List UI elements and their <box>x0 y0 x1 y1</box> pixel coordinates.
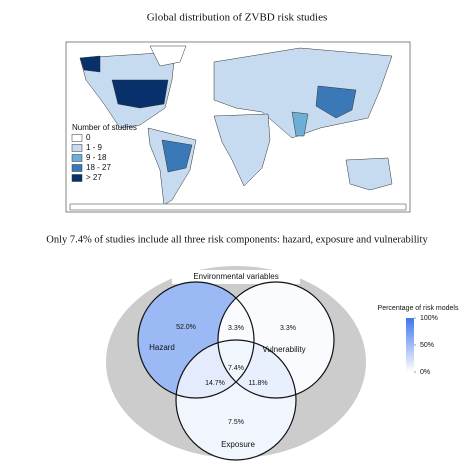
outer-label: Environmental variables <box>193 272 278 281</box>
legend-swatch <box>71 164 83 172</box>
legend-label: 18 - 27 <box>86 163 111 172</box>
usa <box>111 79 169 109</box>
region-label: 52.0% <box>176 324 196 331</box>
colorbar-title: Percentage of risk models <box>378 305 459 312</box>
china <box>315 85 357 119</box>
set-outline <box>175 339 297 461</box>
eurasia <box>213 47 393 139</box>
india <box>291 111 309 137</box>
legend-swatch <box>71 134 83 142</box>
antarctica <box>69 203 407 211</box>
greenland <box>149 45 187 67</box>
set-outline <box>137 281 255 399</box>
map-title: Global distribution of ZVBD risk studies <box>147 12 328 24</box>
outer-label-box <box>172 270 300 284</box>
africa <box>213 113 271 187</box>
alaska <box>79 55 101 73</box>
region-label: 7.4% <box>228 365 244 372</box>
colorbar-tick-label: 100% <box>420 315 438 322</box>
set-label: Vulnerability <box>262 345 305 354</box>
colorbar-tick-label: 50% <box>420 342 434 349</box>
set-outline <box>217 281 335 399</box>
legend-label: 0 <box>86 133 91 142</box>
set-label: Exposure <box>221 440 255 449</box>
legend-label: 9 - 18 <box>86 153 107 162</box>
australia <box>345 157 393 191</box>
colorbar-tick-label: 0% <box>420 369 430 376</box>
legend-swatch <box>71 174 83 182</box>
legend-label: > 27 <box>86 173 102 182</box>
legend-label: 1 - 9 <box>86 143 103 152</box>
legend-swatch <box>71 144 83 152</box>
region-label: 11.8% <box>248 380 267 387</box>
brazil <box>161 139 193 173</box>
colorbar-bar <box>406 318 414 372</box>
region-label: 3.3% <box>280 325 296 332</box>
region-label: 3.3% <box>228 325 244 332</box>
region-label: 7.5% <box>228 419 244 426</box>
legend-title: Number of studies <box>72 123 137 132</box>
legend-swatch <box>71 154 83 162</box>
set-label: Hazard <box>149 343 175 352</box>
venn-subtitle: Only 7.4% of studies include all three r… <box>46 234 428 245</box>
region-label: 14.7% <box>205 380 225 387</box>
colorbar: Percentage of risk models 100% 50% 0% <box>378 305 459 376</box>
